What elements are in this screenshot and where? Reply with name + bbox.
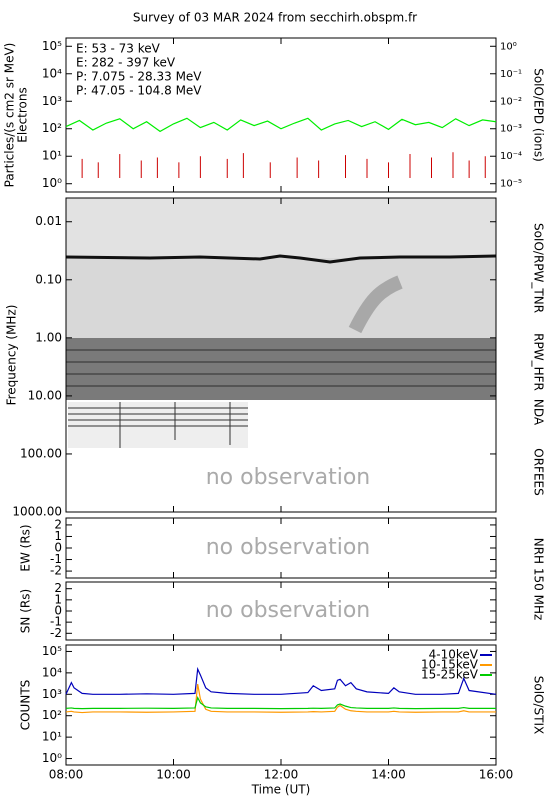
y-tick-label: 10⁵ bbox=[42, 644, 62, 658]
legend-label: 10-15keV bbox=[421, 658, 479, 672]
y-tick-label: 10⁰ bbox=[42, 751, 62, 765]
instrument-label: SoIO/RPW_TNR bbox=[532, 223, 546, 313]
y2-tick-label: 10⁻³ bbox=[500, 124, 522, 135]
instrument-label: NDA bbox=[532, 399, 546, 426]
y2-tick-label: 10⁻¹ bbox=[500, 69, 522, 80]
x-tick-label: 14:00 bbox=[371, 768, 406, 782]
y-tick-label: 10³ bbox=[42, 94, 62, 108]
y-axis-label: COUNTS bbox=[19, 680, 33, 731]
y-tick-label: 1000.00 bbox=[12, 505, 62, 519]
y-tick-label: 10² bbox=[42, 121, 62, 135]
y-axis-label: EW (Rs) bbox=[19, 524, 33, 571]
y2-tick-label: 10⁰ bbox=[500, 41, 517, 52]
series-line bbox=[65, 666, 497, 695]
x-tick-label: 12:00 bbox=[264, 768, 299, 782]
chart-title: Survey of 03 MAR 2024 from secchirh.obsp… bbox=[133, 11, 417, 25]
y-tick-label: 1 bbox=[54, 592, 62, 606]
y-tick-label: 10⁴ bbox=[42, 665, 62, 679]
instrument-label: ORFEES bbox=[532, 448, 546, 495]
y-axis-label: Frequency (MHz) bbox=[5, 305, 19, 406]
y-axis-label: Particles/(s cm2 sr MeV) bbox=[3, 43, 17, 188]
y-tick-label: 1 bbox=[54, 529, 62, 543]
y2-tick-label: 10⁻⁵ bbox=[500, 179, 522, 190]
y-tick-label: 10³ bbox=[42, 687, 62, 701]
right-label: SolO/STIX bbox=[532, 676, 546, 735]
y2-tick-label: 10⁻² bbox=[500, 96, 522, 107]
y-axis-label: Electrons bbox=[16, 87, 30, 142]
y-tick-label: 0 bbox=[54, 604, 62, 618]
series-line bbox=[65, 117, 497, 133]
legend-label: 4-10keV bbox=[429, 648, 479, 662]
legend-label: 15-25keV bbox=[421, 668, 479, 682]
y-tick-label: 100.00 bbox=[20, 446, 62, 460]
right-label: NRH 150 MHz bbox=[532, 538, 546, 621]
legend-label: P: 47.05 - 104.8 MeV bbox=[76, 84, 202, 98]
instrument-label: RPW_HFR bbox=[532, 333, 546, 391]
y-axis-label: SN (Rs) bbox=[19, 589, 33, 633]
y-tick-label: 10¹ bbox=[42, 730, 62, 744]
annotation: no observation bbox=[206, 535, 371, 560]
y-tick-label: 10⁰ bbox=[42, 176, 62, 190]
y-tick-label: 10¹ bbox=[42, 149, 62, 163]
x-axis-label: Time (UT) bbox=[251, 783, 311, 797]
y-tick-label: -1 bbox=[50, 552, 62, 566]
annotation: no observation bbox=[206, 465, 371, 490]
legend-label: P: 7.075 - 28.33 MeV bbox=[76, 70, 202, 84]
legend-label: E: 53 - 73 keV bbox=[76, 42, 161, 56]
y-tick-label: -2 bbox=[50, 626, 62, 640]
legend-label: E: 282 - 397 keV bbox=[76, 56, 176, 70]
x-tick-label: 16:00 bbox=[479, 768, 514, 782]
y-tick-label: 10² bbox=[42, 708, 62, 722]
y-tick-label: 2 bbox=[54, 581, 62, 595]
y-tick-label: 2 bbox=[54, 517, 62, 531]
x-tick-label: 08:00 bbox=[49, 768, 84, 782]
y-tick-label: 0.01 bbox=[35, 214, 62, 228]
spectrogram-image bbox=[65, 198, 497, 448]
right-label: SolO/EPD (ions) bbox=[532, 68, 546, 162]
y-tick-label: -2 bbox=[50, 564, 62, 578]
series-line bbox=[65, 695, 496, 710]
annotation: no observation bbox=[206, 598, 371, 623]
y2-tick-label: 10⁻⁴ bbox=[500, 151, 522, 162]
series-line bbox=[65, 683, 496, 714]
x-tick-label: 10:00 bbox=[156, 768, 191, 782]
y-tick-label: 0 bbox=[54, 541, 62, 555]
y-tick-label: -1 bbox=[50, 615, 62, 629]
y-tick-label: 10.00 bbox=[28, 388, 62, 402]
y-tick-label: 0.10 bbox=[35, 272, 62, 286]
y-tick-label: 1.00 bbox=[35, 330, 62, 344]
y-tick-label: 10⁴ bbox=[42, 66, 62, 80]
y-tick-label: 10⁵ bbox=[42, 39, 62, 53]
